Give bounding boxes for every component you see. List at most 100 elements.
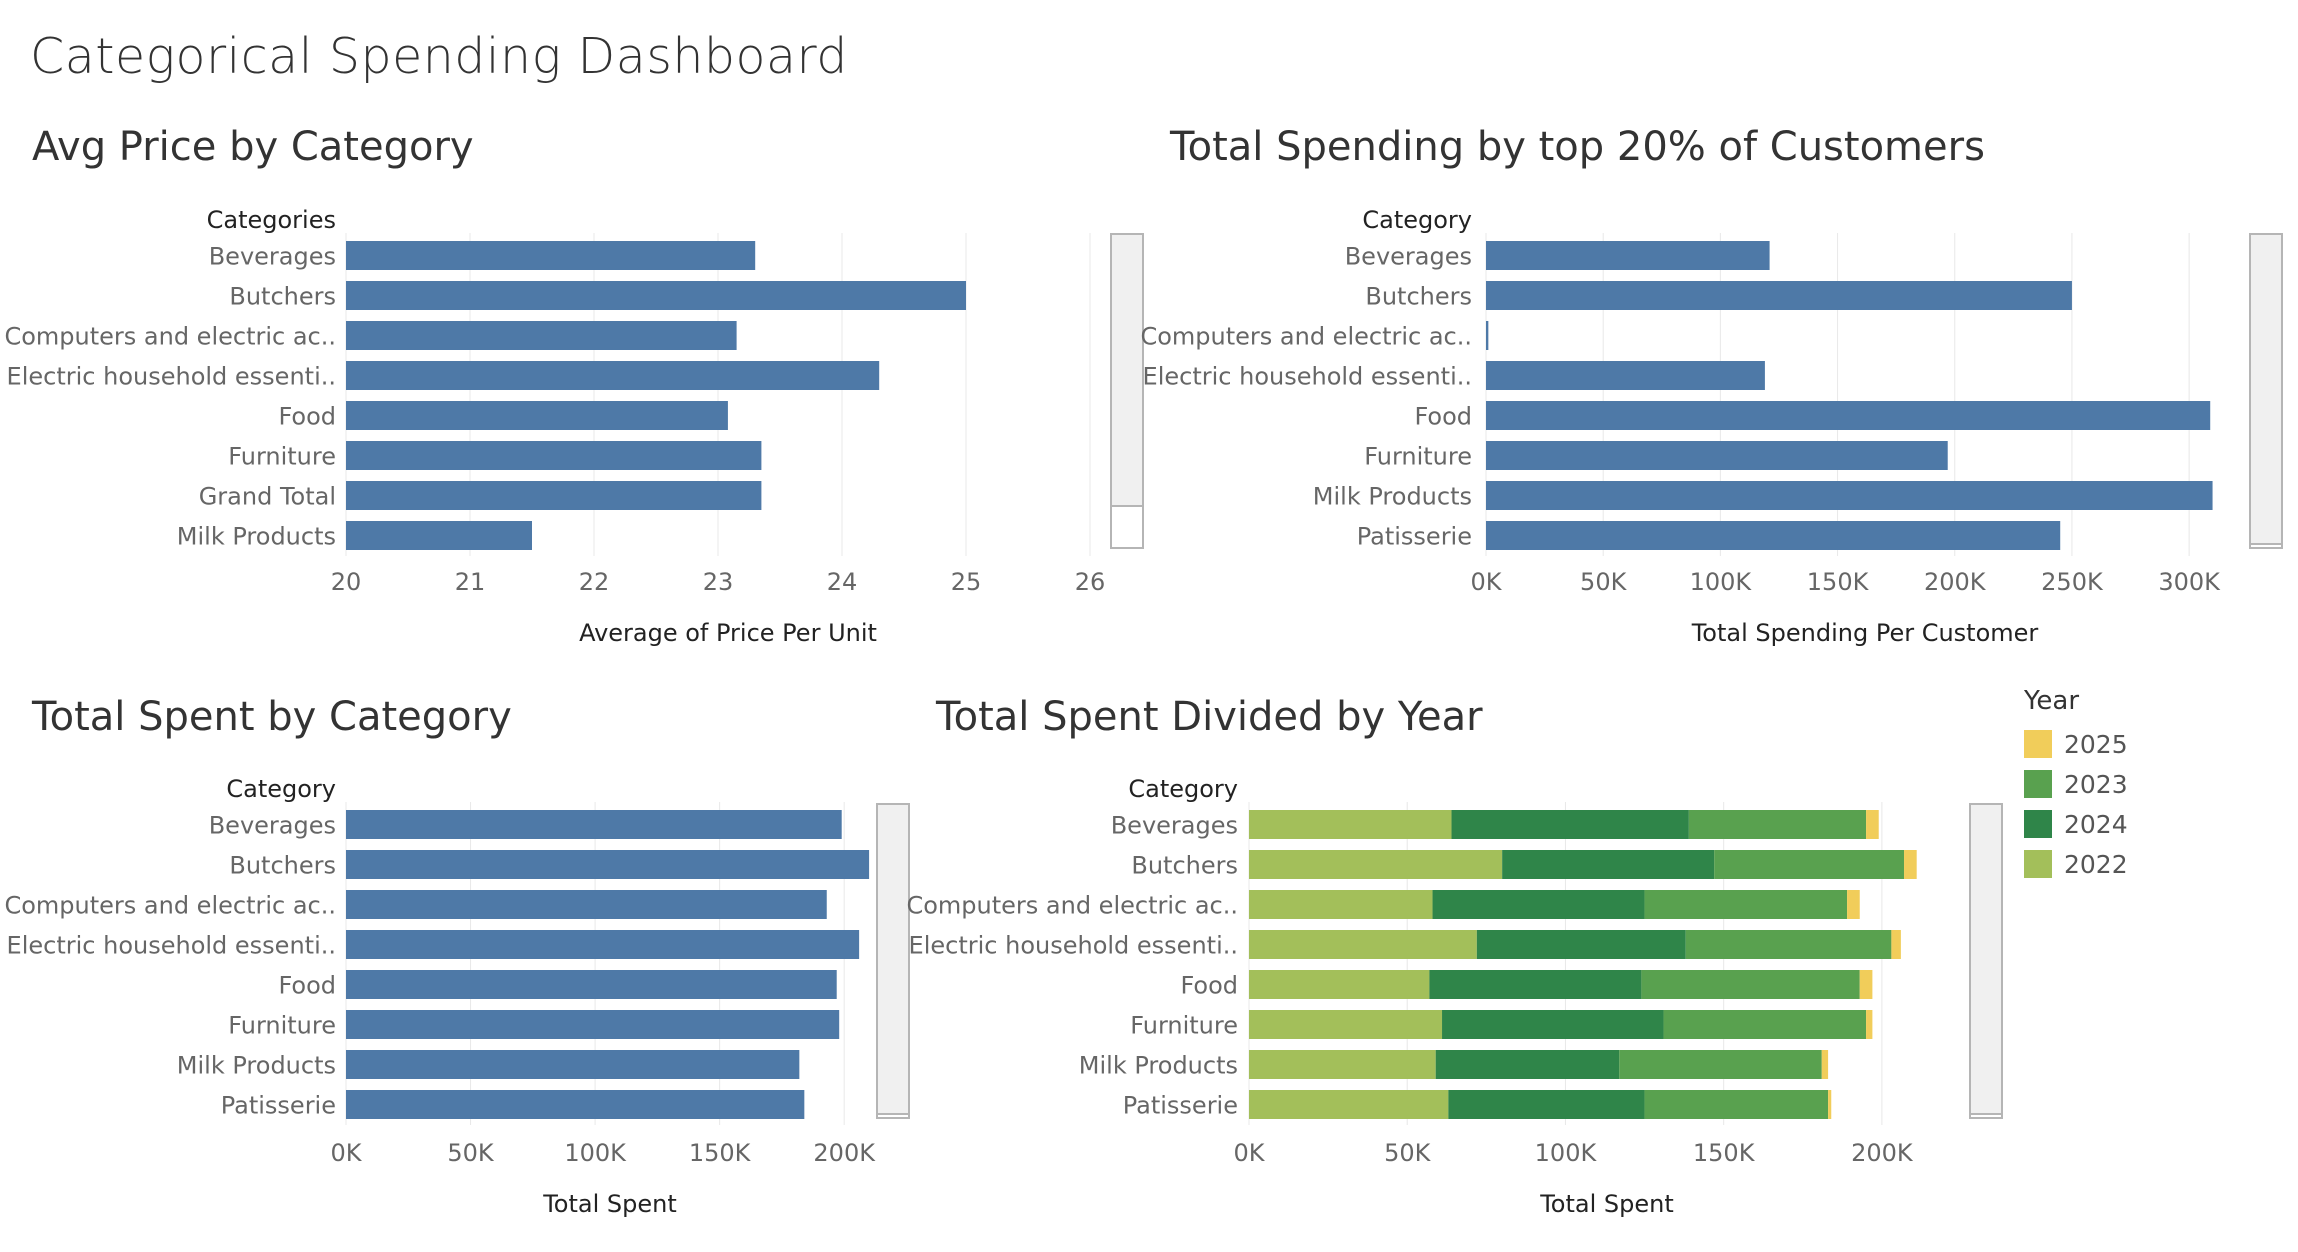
bar[interactable]: [1486, 481, 2213, 510]
bar-segment-2023[interactable]: [1663, 1010, 1867, 1039]
category-label: Computers and electric ac..: [4, 892, 336, 920]
bar[interactable]: [346, 481, 762, 510]
scrollbar-thumb[interactable]: [1110, 505, 1144, 549]
bar-segment-2022[interactable]: [1249, 850, 1503, 879]
category-label: Beverages: [209, 243, 336, 271]
bar[interactable]: [346, 1010, 840, 1039]
bar-segment-2024[interactable]: [1429, 970, 1642, 999]
bar-segment-2022[interactable]: [1249, 1050, 1436, 1079]
bar-segment-2025[interactable]: [1859, 970, 1873, 999]
bar[interactable]: [1486, 521, 2061, 550]
x-axis-label: Total Spent: [1539, 1190, 1674, 1218]
category-label: Furniture: [228, 1012, 336, 1040]
scrollbar-track[interactable]: [1969, 803, 2003, 1119]
scrollbar-thumb[interactable]: [876, 1113, 910, 1119]
bar-segment-2024[interactable]: [1448, 1090, 1645, 1119]
legend-item[interactable]: 2022: [2024, 844, 2128, 884]
legend-title: Year: [2024, 686, 2080, 716]
category-label: Electric household essenti..: [909, 932, 1238, 960]
category-header: Categories: [207, 206, 336, 234]
bar-segment-2023[interactable]: [1644, 1090, 1829, 1119]
scrollbar-thumb[interactable]: [2249, 543, 2283, 549]
bar-segment-2025[interactable]: [1866, 810, 1879, 839]
bar-segment-2022[interactable]: [1249, 890, 1433, 919]
bar[interactable]: [346, 970, 837, 999]
category-label: Electric household essenti..: [1143, 363, 1472, 391]
bar-segment-2024[interactable]: [1435, 1050, 1620, 1079]
tick-label: 100K: [564, 1139, 627, 1167]
tick-label: 250K: [2041, 568, 2104, 596]
bar-segment-2023[interactable]: [1641, 970, 1860, 999]
category-label: Beverages: [1345, 243, 1472, 271]
bar-segment-2024[interactable]: [1476, 930, 1686, 959]
tick-label: 300K: [2158, 568, 2221, 596]
legend-label: 2025: [2064, 729, 2128, 759]
bar[interactable]: [1486, 241, 1770, 270]
tick-label: 25: [951, 568, 982, 596]
category-label: Patisserie: [1357, 523, 1472, 551]
bar[interactable]: [346, 241, 756, 270]
legend-item[interactable]: 2024: [2024, 804, 2128, 844]
category-header: Category: [226, 775, 336, 803]
bar[interactable]: [346, 441, 762, 470]
category-label: Food: [278, 403, 336, 431]
bar[interactable]: [346, 321, 737, 350]
bar-segment-2024[interactable]: [1442, 1010, 1664, 1039]
bar[interactable]: [346, 850, 870, 879]
legend-item[interactable]: 2023: [2024, 764, 2128, 804]
bar-segment-2025[interactable]: [1904, 850, 1917, 879]
bar-segment-2022[interactable]: [1249, 1010, 1443, 1039]
legend-label: 2022: [2064, 849, 2128, 879]
bar[interactable]: [1486, 321, 1489, 350]
bar[interactable]: [346, 521, 532, 550]
legend-item[interactable]: 2025: [2024, 724, 2128, 764]
bar[interactable]: [346, 1090, 805, 1119]
total-spent-chart-title: Total Spent by Category: [32, 694, 512, 740]
bar-segment-2025[interactable]: [1821, 1050, 1829, 1079]
bar-segment-2022[interactable]: [1249, 810, 1452, 839]
tick-label: 24: [827, 568, 858, 596]
scrollbar-track[interactable]: [876, 803, 910, 1119]
bar-segment-2025[interactable]: [1828, 1090, 1832, 1119]
bar-segment-2022[interactable]: [1249, 930, 1477, 959]
tick-label: 100K: [1535, 1139, 1598, 1167]
bar[interactable]: [346, 401, 728, 430]
bar-segment-2023[interactable]: [1644, 890, 1848, 919]
bar[interactable]: [346, 930, 860, 959]
scrollbar-thumb[interactable]: [1969, 1113, 2003, 1119]
bar-segment-2022[interactable]: [1249, 970, 1430, 999]
bar-segment-2024[interactable]: [1432, 890, 1645, 919]
bar[interactable]: [1486, 281, 2072, 310]
tick-label: 50K: [1384, 1139, 1432, 1167]
bar-segment-2024[interactable]: [1451, 810, 1689, 839]
tick-label: 20: [331, 568, 362, 596]
dashboard-title: Categorical Spending Dashboard: [30, 28, 848, 85]
bar-segment-2024[interactable]: [1502, 850, 1715, 879]
bar[interactable]: [346, 361, 880, 390]
tick-label: 0K: [1470, 568, 1502, 596]
category-label: Grand Total: [199, 483, 336, 511]
bar[interactable]: [1486, 441, 1948, 470]
bar[interactable]: [1486, 401, 2211, 430]
bar-segment-2023[interactable]: [1685, 930, 1892, 959]
bar[interactable]: [346, 1050, 800, 1079]
bar[interactable]: [346, 281, 966, 310]
bar-segment-2025[interactable]: [1847, 890, 1860, 919]
bar-segment-2022[interactable]: [1249, 1090, 1449, 1119]
tick-label: 150K: [689, 1139, 752, 1167]
bar-segment-2023[interactable]: [1688, 810, 1867, 839]
bar-segment-2023[interactable]: [1619, 1050, 1822, 1079]
legend-swatch-2022: [2024, 850, 2052, 878]
bar-segment-2025[interactable]: [1891, 930, 1901, 959]
bar[interactable]: [1486, 361, 1765, 390]
bar[interactable]: [346, 890, 827, 919]
bar[interactable]: [346, 810, 842, 839]
tick-label: 23: [703, 568, 734, 596]
bar-segment-2023[interactable]: [1714, 850, 1905, 879]
tick-label: 200K: [1851, 1139, 1914, 1167]
category-label: Butchers: [229, 852, 336, 880]
bar-segment-2025[interactable]: [1866, 1010, 1873, 1039]
